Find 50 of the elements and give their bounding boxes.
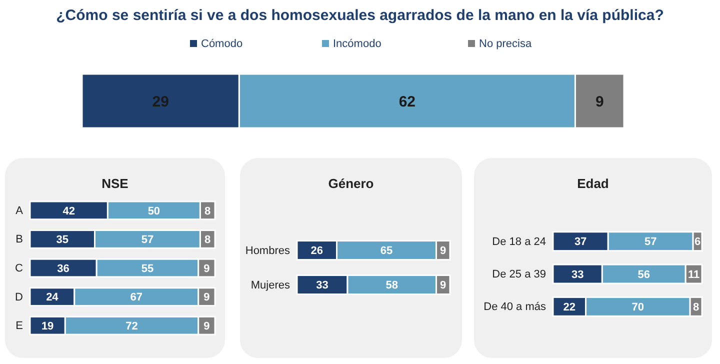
y-tick-label: Hombres	[245, 244, 290, 257]
data-label: 37	[574, 236, 587, 248]
data-label: 65	[380, 245, 393, 258]
y-tick-label: Mujeres	[250, 279, 290, 292]
y-tick-label: A	[16, 204, 24, 217]
data-label: 70	[632, 302, 644, 314]
y-tick-label: De 40 a más	[484, 301, 546, 314]
data-label: 36	[57, 262, 70, 275]
data-label: 8	[204, 205, 211, 218]
y-tick-label: D	[15, 291, 24, 304]
legend-label: No precisa	[479, 38, 532, 50]
y-tick-label: C	[15, 262, 24, 275]
data-label: 19	[41, 320, 54, 332]
data-label: 29	[152, 93, 169, 110]
data-label: 57	[644, 236, 657, 248]
data-label: 55	[141, 262, 154, 275]
y-tick-label: E	[16, 320, 23, 332]
data-label: 57	[141, 234, 154, 246]
data-label: 26	[310, 245, 324, 258]
data-label: 72	[126, 320, 138, 332]
y-tick-label: De 18 a 24	[492, 236, 546, 248]
data-label: 8	[204, 234, 211, 246]
data-label: 50	[148, 205, 160, 218]
y-tick-label: De 25 a 39	[492, 268, 546, 281]
data-label: 9	[440, 280, 446, 292]
chart-title: ¿Cómo se sentiría si ve a dos homosexuales agarrados de la mano en la vía pública?	[56, 7, 664, 24]
data-label: 9	[204, 320, 210, 332]
chart-title: NSE	[102, 176, 129, 191]
data-label: 33	[316, 280, 328, 292]
data-label: 33	[571, 268, 584, 281]
data-label: 9	[204, 262, 210, 275]
data-label: 9	[204, 292, 210, 304]
legend-label: Cómodo	[201, 38, 243, 50]
data-label: 42	[62, 205, 75, 218]
chart-title: Edad	[577, 176, 609, 191]
data-label: 62	[398, 93, 416, 110]
data-label: 8	[692, 302, 700, 314]
data-label: 9	[440, 245, 446, 258]
data-label: 56	[638, 268, 650, 281]
text: Incómodo	[333, 38, 382, 50]
data-label: 22	[563, 302, 576, 314]
data-label: 6	[694, 236, 701, 248]
y-tick-label: B	[16, 234, 23, 246]
data-label: 35	[56, 234, 68, 246]
data-label: 24	[46, 292, 60, 304]
data-label: 9	[595, 93, 604, 110]
chart-title: Género	[328, 176, 374, 191]
data-label: 11	[688, 268, 700, 281]
data-label: 67	[130, 292, 142, 304]
data-label: 58	[386, 280, 398, 292]
